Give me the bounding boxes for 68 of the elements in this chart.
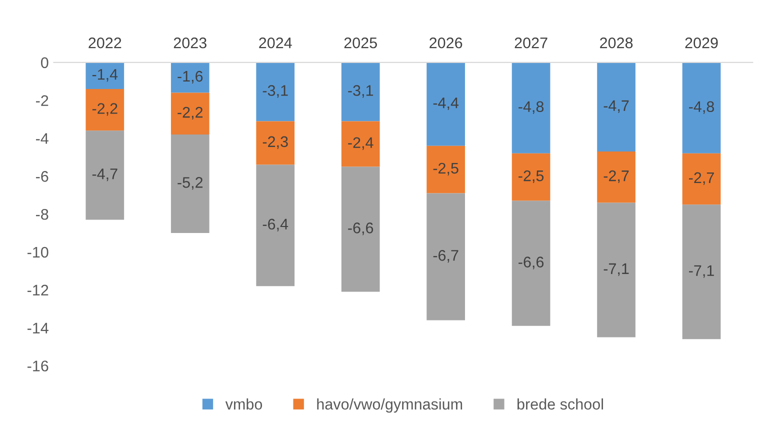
bar	[597, 152, 636, 203]
data-label: -7,1	[689, 265, 714, 278]
bar	[170, 134, 210, 234]
y-tick-label: -8	[36, 208, 48, 220]
data-label: -2,3	[262, 136, 288, 149]
bar	[256, 62, 295, 122]
bar	[170, 62, 210, 93]
bar	[86, 62, 124, 89]
data-label: -3,1	[262, 85, 288, 98]
data-label: -7,1	[604, 263, 629, 276]
data-label: -4,8	[518, 101, 544, 114]
bar	[256, 164, 295, 286]
data-label: -6,4	[262, 218, 288, 232]
x-tick-label: 2028	[600, 37, 633, 48]
data-label: -6,6	[348, 222, 374, 236]
data-label: -6,7	[433, 250, 458, 263]
data-label: -4,8	[689, 101, 714, 114]
bar	[512, 153, 550, 201]
bar	[86, 130, 124, 220]
x-tick-label: 2025	[344, 37, 377, 48]
x-tick-label: 2026	[430, 37, 462, 48]
x-tick-label: 2023	[174, 37, 206, 48]
bar	[512, 200, 550, 326]
data-label: -3,1	[348, 85, 374, 98]
x-tick-label: 2029	[685, 37, 718, 48]
data-label: -2,2	[178, 106, 203, 120]
y-tick-label: -12	[28, 284, 48, 296]
legend-label: brede school	[518, 398, 603, 410]
data-label: -6,6	[518, 256, 544, 270]
data-label: -2,5	[433, 162, 458, 176]
data-label: -1,6	[178, 70, 203, 84]
bar	[597, 202, 636, 338]
legend-label: havo/vwo/gymnasium	[317, 398, 462, 413]
data-label: -2,5	[518, 170, 544, 184]
y-tick-label: -14	[28, 322, 48, 334]
bar	[86, 88, 124, 131]
data-label: -1,4	[92, 69, 118, 82]
bar	[426, 62, 465, 146]
x-tick-label: 2027	[514, 37, 548, 48]
bar	[597, 62, 636, 152]
bar	[426, 146, 465, 194]
bar	[256, 121, 295, 165]
y-tick-label: 0	[41, 57, 48, 68]
x-tick-label: 2024	[259, 37, 292, 48]
bar	[512, 62, 550, 154]
data-label: -2,7	[604, 170, 629, 184]
y-tick-label: -6	[36, 171, 48, 182]
y-tick-label: -16	[28, 360, 48, 372]
y-tick-label: -4	[36, 133, 48, 144]
bar	[341, 62, 380, 122]
y-tick-label: -10	[28, 246, 48, 258]
bar	[170, 92, 210, 134]
data-label: -4,7	[604, 100, 629, 113]
data-label: -2,4	[348, 137, 374, 150]
legend-label: vmbo	[225, 398, 262, 410]
bar	[682, 204, 721, 340]
x-tick-label: 2022	[88, 37, 122, 48]
data-label: -2,2	[92, 103, 118, 116]
data-label: -5,2	[178, 177, 203, 190]
bar	[682, 153, 721, 205]
y-tick-label: -2	[36, 95, 48, 106]
bar	[341, 121, 380, 167]
data-label: -4,4	[433, 98, 459, 110]
data-label: -4,7	[92, 168, 118, 182]
bar	[682, 62, 721, 154]
bar	[426, 193, 465, 320]
bar	[341, 166, 380, 292]
data-label: -2,7	[689, 172, 714, 185]
